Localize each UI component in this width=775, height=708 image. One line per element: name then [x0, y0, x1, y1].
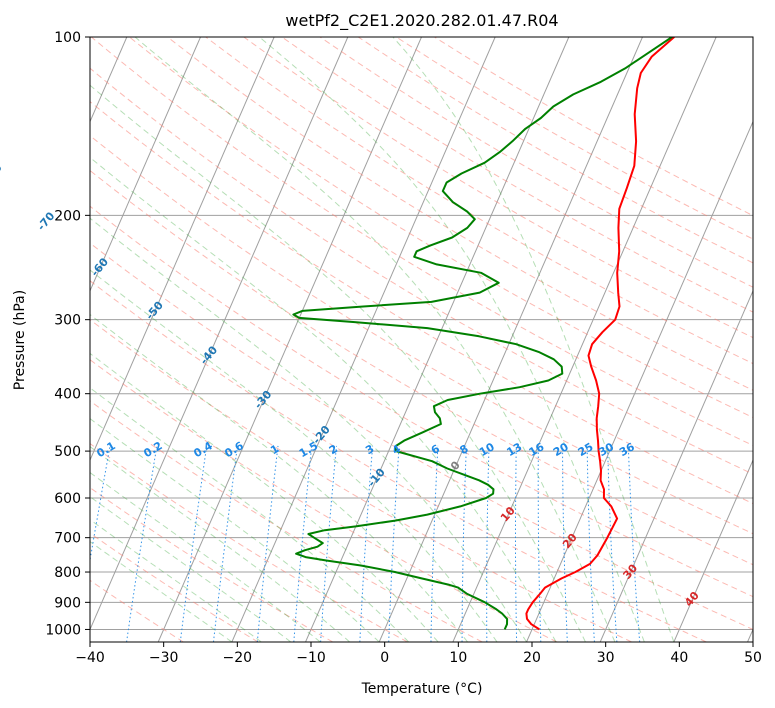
mixing-ratio-line: [179, 445, 208, 642]
temperature-line: [525, 37, 675, 631]
y-tick-label: 400: [54, 387, 81, 403]
moist-adiabat: [259, 37, 645, 642]
mixing-ratio-line: [486, 445, 490, 642]
isotherm-line: [673, 458, 753, 642]
dry-adiabat: [90, 100, 753, 505]
isotherm-line: [90, 37, 349, 631]
isotherm-line: [599, 289, 753, 642]
x-tick-label: 0: [380, 650, 389, 666]
dry-adiabat: [90, 359, 558, 642]
isotherm-line: [231, 37, 496, 642]
moist-adiabat: [90, 540, 233, 642]
isotherm-line: [452, 37, 717, 642]
mixing-ratio-line: [126, 445, 158, 642]
moist-adiabat: [90, 418, 380, 642]
y-tick-label: 300: [54, 313, 81, 329]
moist-adiabat: [90, 269, 498, 642]
x-tick-label: 10: [449, 650, 467, 666]
moist-adiabat: [90, 217, 527, 642]
x-tick-label: 50: [744, 650, 762, 666]
moist-adiabat: [90, 519, 262, 642]
mixing-ratio-line: [607, 445, 618, 642]
y-tick-label: 500: [54, 444, 81, 460]
y-axis-label: Pressure (hPa): [12, 290, 28, 390]
plot-frame: [89, 36, 754, 643]
moist-adiabat: [392, 37, 675, 642]
dry-adiabat: [167, 37, 753, 391]
y-tick-label: 1000: [45, 622, 81, 638]
moist-adiabat: [90, 84, 586, 642]
moist-adiabat: [90, 156, 557, 642]
dry-adiabat: [319, 37, 753, 288]
mixing-ratio-line: [213, 445, 238, 642]
mixing-ratio-line: [256, 445, 279, 642]
mixing-ratio-line: [320, 445, 337, 642]
moist-adiabat: [90, 471, 321, 642]
mixing-ratio-line: [515, 445, 518, 642]
y-tick-label: 900: [54, 595, 81, 611]
dry-adiabat: [90, 169, 753, 566]
x-tick-label: −20: [223, 650, 253, 666]
dry-adiabat: [90, 242, 753, 630]
mixing-ratio-line: [388, 445, 400, 642]
y-tick-label: 600: [54, 491, 81, 507]
mixing-ratio-line: [430, 445, 439, 642]
x-tick-label: 30: [597, 650, 615, 666]
dry-adiabat: [90, 319, 632, 642]
moist-adiabat: [90, 496, 292, 642]
mixing-ratio-line: [293, 445, 313, 642]
isotherm-line: [378, 37, 643, 642]
x-axis-label: Temperature (°C): [361, 681, 483, 697]
dry-adiabat: [90, 134, 753, 535]
chart-title: wetPf2_C2E1.2020.282.01.47.R04: [285, 11, 558, 31]
y-tick-label: 700: [54, 531, 81, 547]
y-tick-label: 800: [54, 565, 81, 581]
mixing-ratio-line: [586, 445, 595, 642]
isotherm-line: [157, 37, 422, 642]
mixing-ratio-line: [461, 445, 467, 642]
dry-adiabat: [281, 37, 753, 313]
isotherm-line: [90, 37, 275, 462]
moist-adiabat: [90, 387, 410, 642]
dry-adiabat: [90, 442, 408, 642]
dry-adiabat: [90, 487, 334, 642]
y-tick-label: 100: [54, 30, 81, 46]
moist-adiabat: [134, 37, 616, 642]
mixing-ratio-line: [359, 445, 374, 642]
x-tick-label: 40: [670, 650, 688, 666]
dewpoint-line: [292, 37, 673, 630]
mixing-ratio-line: [537, 445, 542, 642]
moist-adiabat: [90, 313, 468, 642]
x-tick-label: 20: [523, 650, 541, 666]
isotherm-line: [526, 120, 753, 642]
dry-adiabat: [129, 37, 753, 419]
x-tick-label: −40: [75, 650, 105, 666]
x-tick-label: −30: [149, 650, 179, 666]
mixing-ratio-line: [562, 445, 568, 642]
dry-adiabat: [90, 205, 753, 598]
x-tick-label: −10: [296, 650, 326, 666]
y-tick-label: 200: [54, 208, 81, 224]
mixing-ratio-line: [90, 445, 111, 563]
mixing-ratio-line: [627, 445, 641, 642]
isotherm-line: [90, 37, 201, 293]
